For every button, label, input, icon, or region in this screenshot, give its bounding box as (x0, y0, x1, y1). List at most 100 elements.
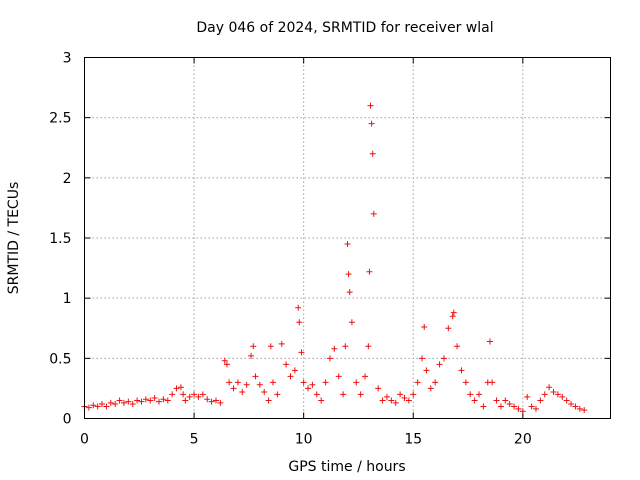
data-point (554, 391, 561, 398)
data-point (252, 373, 259, 380)
data-point (243, 381, 250, 388)
y-tick-label: 1 (63, 291, 72, 307)
data-point (427, 385, 434, 392)
data-point (450, 309, 457, 316)
grid (84, 57, 611, 419)
data-point (458, 367, 465, 374)
data-point (248, 352, 255, 359)
x-tick-label: 5 (190, 432, 199, 448)
data-point (489, 379, 496, 386)
data-point (250, 343, 257, 350)
data-point (138, 398, 145, 405)
data-point (353, 379, 360, 386)
data-point (405, 397, 412, 404)
data-point (180, 391, 187, 398)
x-axis-label: GPS time / hours (288, 459, 405, 475)
data-point (486, 338, 493, 345)
data-point (340, 391, 347, 398)
data-point (164, 397, 171, 404)
data-point (454, 343, 461, 350)
data-point (550, 389, 557, 396)
data-point (177, 384, 184, 391)
data-point (348, 319, 355, 326)
data-point (300, 379, 307, 386)
data-point (195, 393, 202, 400)
data-point (318, 397, 325, 404)
data-point (410, 391, 417, 398)
data-point (344, 241, 351, 248)
data-point (230, 385, 237, 392)
y-tick-label: 0 (63, 412, 72, 428)
data-point (151, 395, 158, 402)
data-point (221, 357, 228, 364)
data-point (226, 379, 233, 386)
data-point (186, 393, 193, 400)
data-point (191, 391, 198, 398)
data-point (370, 210, 377, 217)
y-tick-label: 2.5 (49, 111, 71, 127)
axis-ticks (84, 57, 611, 419)
data-point (298, 349, 305, 356)
data-point (107, 399, 114, 406)
data-point (296, 319, 303, 326)
data-point (576, 405, 583, 412)
data-point (436, 361, 443, 368)
data-point (342, 343, 349, 350)
data-point (85, 404, 92, 411)
data-point (309, 381, 316, 388)
x-tick-label: 0 (80, 432, 89, 448)
data-point (528, 403, 535, 410)
data-point (421, 324, 428, 331)
data-point (283, 361, 290, 368)
data-point (278, 340, 285, 347)
data-point (423, 367, 430, 374)
data-point (375, 385, 382, 392)
data-point (156, 398, 163, 405)
data-point (383, 393, 390, 400)
data-point (511, 403, 518, 410)
data-point (546, 384, 553, 391)
chart-title: Day 046 of 2024, SRMTID for receiver wla… (196, 20, 493, 36)
data-point (515, 405, 522, 412)
data-point (362, 373, 369, 380)
data-point (462, 379, 469, 386)
data-point (173, 385, 180, 392)
data-point (103, 403, 110, 410)
data-point (480, 403, 487, 410)
y-tick-labels: 0 0.5 1 1.5 2 2.5 3 (49, 51, 71, 428)
data-point (199, 391, 206, 398)
data-point (223, 361, 230, 368)
data-point (160, 396, 167, 403)
data-point (568, 401, 575, 408)
data-point (234, 379, 241, 386)
data-point (397, 391, 404, 398)
data-point (182, 397, 189, 404)
data-point (419, 355, 426, 362)
data-point (476, 391, 482, 398)
data-points (81, 102, 588, 415)
data-point (379, 397, 386, 404)
data-point (274, 391, 281, 398)
data-point (367, 102, 374, 109)
data-point (335, 373, 342, 380)
y-tick-label: 3 (63, 51, 72, 67)
data-point (208, 398, 215, 405)
data-point (506, 401, 513, 408)
data-point (497, 403, 504, 410)
data-point (261, 389, 268, 396)
data-point (295, 304, 302, 311)
data-point (129, 401, 136, 408)
y-axis-label: SRMTID / TECUs (6, 182, 22, 295)
data-point (572, 403, 579, 410)
data-point (331, 345, 338, 352)
data-point (169, 391, 176, 398)
data-point (345, 271, 352, 278)
data-point (125, 398, 132, 405)
data-point (116, 397, 123, 404)
data-point (524, 393, 531, 400)
data-point (217, 399, 224, 406)
data-point (291, 367, 298, 374)
data-point (313, 391, 320, 398)
data-point (357, 391, 364, 398)
